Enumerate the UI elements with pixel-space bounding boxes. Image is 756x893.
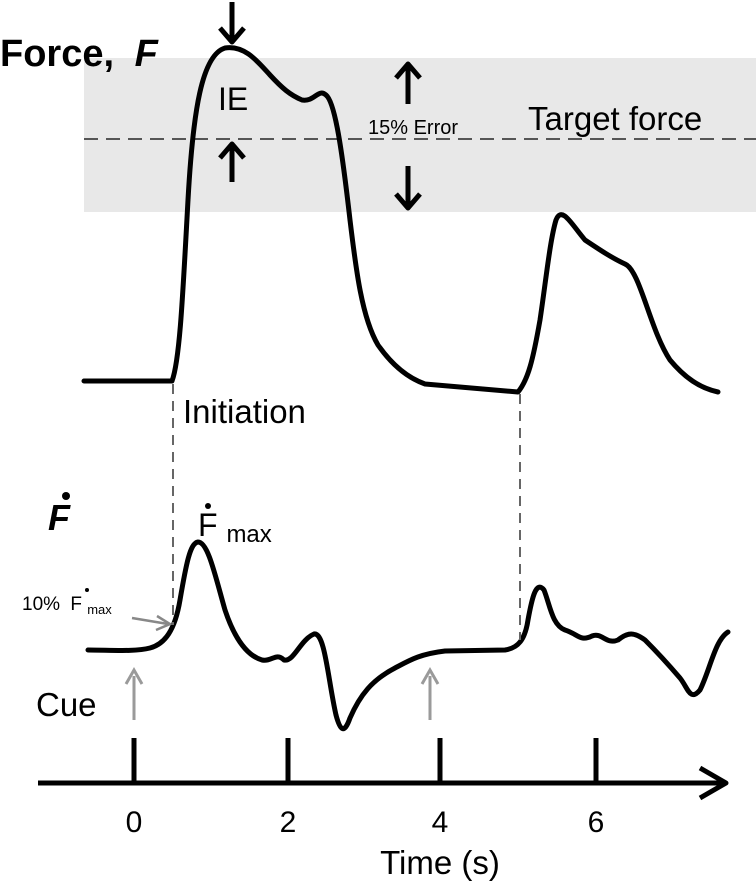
ten-percent-prefix: 10% [22, 594, 60, 615]
ten-percent-arrow-icon [131, 614, 173, 632]
force-label-symbol: F [135, 33, 160, 75]
force-label: Force, F [0, 33, 160, 75]
force-rate-dot-icon [62, 492, 70, 500]
cue-arrow-2-icon [420, 666, 440, 720]
ten-percent-label: 10% F max [22, 588, 112, 617]
force-label-word: Force, [0, 33, 114, 75]
error-band [84, 58, 756, 212]
svg-text:F max: F max [198, 507, 272, 548]
fdot-max-dot-icon [205, 503, 211, 509]
error-arrow-up-icon [394, 61, 422, 104]
time-axis-arrow-icon [698, 765, 729, 801]
cue-label: Cue [36, 686, 97, 723]
fdot-max-label: F max [198, 503, 272, 548]
ten-percent-sub: max [87, 602, 112, 617]
x-axis-label: Time (s) [380, 844, 500, 881]
tick-label-4: 4 [432, 806, 449, 839]
ten-percent-f: F [70, 594, 82, 615]
tick-label-6: 6 [588, 806, 605, 839]
tick-label-2: 2 [280, 806, 297, 839]
cue-arrow-1-icon [124, 666, 144, 720]
initiation-label: Initiation [183, 393, 306, 430]
force-rate-trace [85, 539, 731, 731]
ie-label: IE [218, 81, 248, 117]
ten-percent-dot-icon [85, 588, 89, 592]
error-arrow-down-icon [394, 166, 422, 211]
svg-text:10% F max: 10% F max [22, 594, 112, 617]
fdot-max-f: F [198, 507, 218, 543]
tick-label-0: 0 [126, 806, 143, 839]
ie-arrow-down-icon [218, 2, 246, 45]
force-trace [81, 45, 721, 395]
error-label: 15% Error [368, 117, 458, 139]
force-rate-label-text: F [48, 497, 71, 538]
target-force-label: Target force [528, 100, 702, 137]
fdot-max-sub: max [226, 521, 271, 548]
ie-arrow-up-icon [218, 141, 246, 182]
force-rate-label: F [48, 492, 71, 538]
